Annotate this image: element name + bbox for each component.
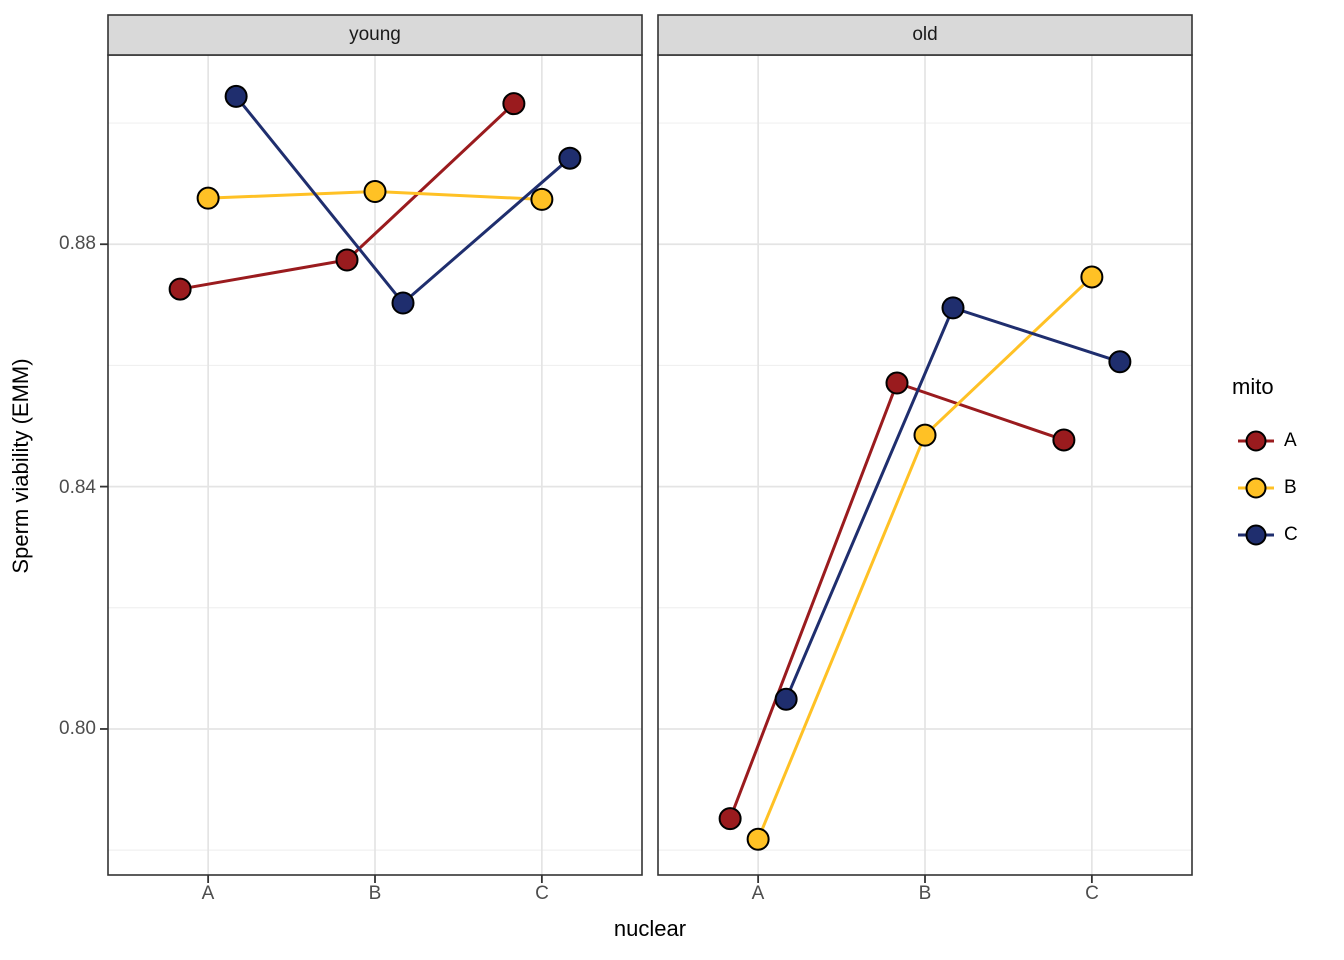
chart-point-old-mito-B-B bbox=[913, 423, 937, 447]
x-tick-label-old-A: A bbox=[751, 883, 765, 904]
x-axis-title: nuclear bbox=[613, 916, 687, 941]
chart-point-young-mito-A-C bbox=[502, 92, 526, 116]
chart-point-young-mito-B-B bbox=[363, 180, 387, 204]
legend-item-C: C bbox=[1238, 521, 1342, 549]
legend-items: A B C bbox=[1238, 427, 1342, 549]
y-axis-title: Sperm viability (EMM) bbox=[8, 358, 33, 574]
chart-point-old-mito-A-A bbox=[718, 807, 742, 831]
legend-label-C: C bbox=[1284, 524, 1298, 545]
chart-point-young-mito-C-A bbox=[224, 84, 248, 108]
x-tick-label-old-C: C bbox=[1085, 883, 1099, 904]
chart-point-young-mito-A-A bbox=[168, 277, 192, 301]
chart-point-old-mito-A-B bbox=[885, 371, 909, 395]
chart-point-young-mito-B-C bbox=[530, 187, 554, 211]
facet-strip-label-young: young bbox=[349, 24, 401, 45]
facet-strip-young bbox=[107, 14, 643, 56]
chart-point-young-mito-B-A bbox=[196, 186, 220, 210]
facet-strip-old bbox=[657, 14, 1193, 56]
legend-title: mito bbox=[1232, 374, 1274, 399]
chart-point-old-mito-B-C bbox=[1080, 265, 1104, 289]
legend-key-B-icon bbox=[1238, 477, 1274, 499]
chart-point-young-mito-C-B bbox=[391, 291, 415, 315]
legend-key-C-icon bbox=[1238, 524, 1274, 546]
x-tick-label-old-B: B bbox=[918, 883, 932, 904]
chart-point-old-mito-C-A bbox=[774, 687, 798, 711]
chart-point-young-mito-A-B bbox=[335, 248, 359, 272]
chart-point-old-mito-C-B bbox=[941, 296, 965, 320]
legend-label-A: A bbox=[1284, 430, 1297, 451]
chart-point-old-mito-A-C bbox=[1052, 428, 1076, 452]
facet-strip-label-old: old bbox=[912, 24, 938, 45]
x-tick-label-young-B: B bbox=[368, 883, 382, 904]
legend-key-A-icon bbox=[1238, 430, 1274, 452]
x-tick-label-young-C: C bbox=[535, 883, 549, 904]
y-tick-label-0.84: 0.84 bbox=[59, 477, 96, 498]
legend-item-B: B bbox=[1238, 474, 1342, 502]
chart-point-young-mito-C-C bbox=[558, 146, 582, 170]
chart-point-old-mito-B-A bbox=[746, 827, 770, 851]
legend-label-B: B bbox=[1284, 477, 1297, 498]
y-tick-label-0.80: 0.80 bbox=[59, 718, 96, 739]
y-tick-label-0.88: 0.88 bbox=[59, 233, 96, 254]
legend: mito A B C bbox=[1232, 374, 1342, 549]
legend-item-A: A bbox=[1238, 427, 1342, 455]
chart-point-old-mito-C-C bbox=[1108, 350, 1132, 374]
x-tick-label-young-A: A bbox=[201, 883, 215, 904]
